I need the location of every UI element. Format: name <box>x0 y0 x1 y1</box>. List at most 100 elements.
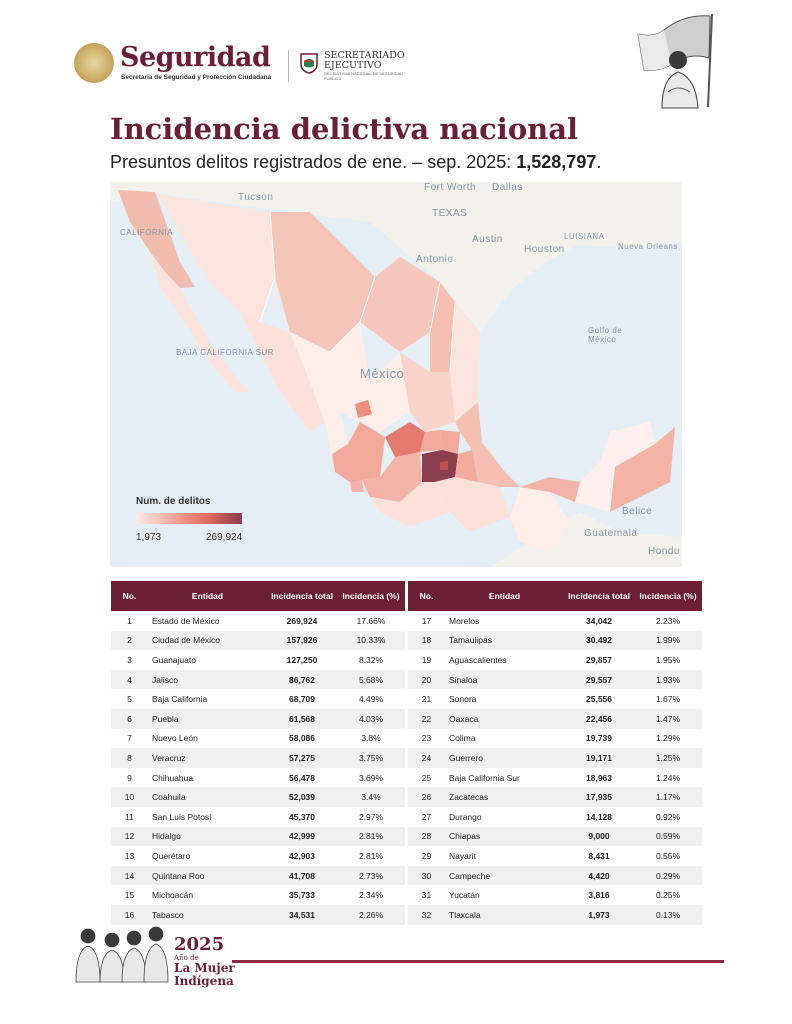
row-total: 45,370 <box>289 811 315 822</box>
row-total: 14,128 <box>586 811 612 822</box>
agency-name: SECRETARIADO EJECUTIVO <box>324 51 405 71</box>
row-number: 18 <box>408 630 445 651</box>
year-dedication: 2025 Año de La Mujer Indígena <box>174 936 235 988</box>
state-ciudad-de-mexico <box>440 461 448 470</box>
table-row: 21 Sonora 25,556 1.67% <box>408 689 702 709</box>
row-entity: San Luis Potosí <box>152 811 212 822</box>
state-tabasco <box>520 477 580 502</box>
row-total: 58,086 <box>289 733 315 744</box>
row-total: 29,557 <box>564 669 634 690</box>
row-number: 8 <box>111 748 148 768</box>
state-baja-california-sur <box>150 252 250 392</box>
row-percentage: 3.8% <box>361 733 381 744</box>
row-entity: Baja California Sur <box>449 772 520 783</box>
row-entity: Guanajuato <box>152 654 196 665</box>
map-label-15: Hondu <box>648 546 680 557</box>
table-row: 15 Michoacán 35,733 2.34% <box>111 885 405 905</box>
row-total: 34,531 <box>267 904 337 925</box>
map-label-10: BAJA CALIFORNIA SUR <box>176 348 274 357</box>
state-nuevo-leon <box>430 282 455 372</box>
table-row: 5 Baja California 68,709 4.49% <box>111 689 405 709</box>
row-percentage: 3.69% <box>358 772 384 783</box>
row-number: 26 <box>408 787 445 807</box>
central-america-landmass <box>490 512 682 567</box>
legend-title: Num. de delitos <box>136 496 211 507</box>
agency-line2: EJECUTIVO <box>324 60 382 71</box>
legend-min-value: 1,973 <box>136 532 162 543</box>
state-nayarit <box>325 412 348 454</box>
brand-title: Seguridad <box>120 42 271 73</box>
table-row: 28 Chiapas 9,000 0.59% <box>408 826 702 847</box>
table-row: 9 Chihuahua 56,478 3.69% <box>111 768 405 788</box>
state-chiapas <box>510 487 570 552</box>
choropleth-map[interactable]: Tucson Fort Worth Dallas TEXAS Austin Ho… <box>110 182 682 567</box>
row-entity: Chiapas <box>445 826 564 847</box>
row-entity: Hidalgo <box>148 826 267 847</box>
row-total: 17,935 <box>564 787 634 807</box>
table-row: 19 Aguascalientes 29,857 1.95% <box>408 650 702 670</box>
woman-with-flag-illustration <box>637 13 713 109</box>
row-number: 31 <box>421 890 432 901</box>
map-label-4: Austin <box>472 234 503 245</box>
state-queretaro <box>420 430 442 452</box>
map-label-5: Houston <box>524 244 565 255</box>
row-total: 42,999 <box>267 826 337 847</box>
row-percentage: 0.29% <box>634 865 702 886</box>
row-number: 27 <box>421 811 432 822</box>
header-total: Incidencia total <box>564 581 634 611</box>
table-row: 20 Sinaloa 29,557 1.93% <box>408 669 702 690</box>
row-entity: Durango <box>449 811 482 822</box>
row-total: 157,926 <box>267 630 337 651</box>
table-row: 3 Guanajuato 127,250 8.32% <box>111 650 405 670</box>
row-percentage: 2.97% <box>358 811 384 822</box>
row-number: 4 <box>111 669 148 690</box>
row-number: 23 <box>421 733 432 744</box>
row-entity: Campeche <box>445 865 564 886</box>
row-percentage: 1.93% <box>634 669 702 690</box>
brand-subtitle: Secretaría de Seguridad y Protección Ciu… <box>121 74 272 81</box>
row-number: 15 <box>124 890 135 901</box>
agency-small-text: DEL SISTEMA NACIONAL DE SEGURIDAD PÚBLIC… <box>324 71 404 81</box>
state-san-luis-potosi <box>400 352 455 432</box>
row-total: 18,963 <box>586 772 612 783</box>
row-percentage: 2.23% <box>655 615 681 626</box>
row-percentage: 0.59% <box>634 826 702 847</box>
map-label-11: Golfo de México <box>588 326 623 344</box>
subtitle-text: Presuntos delitos registrados de ene. – … <box>110 152 517 172</box>
state-tamaulipas <box>450 302 480 422</box>
legend-gradient-bar <box>136 513 242 524</box>
row-percentage: 2.73% <box>337 865 405 886</box>
table-header-row: No. Entidad Incidencia total Incidencia … <box>111 581 405 611</box>
row-number: 19 <box>421 654 432 665</box>
map-label-6: LUISIANA <box>564 232 605 241</box>
table-row: 2 Ciudad de México 157,926 10.33% <box>111 630 405 651</box>
state-guerrero <box>370 482 450 527</box>
row-number: 16 <box>111 904 148 925</box>
row-entity: Puebla <box>148 708 267 729</box>
page-subtitle: Presuntos delitos registrados de ene. – … <box>110 152 601 173</box>
row-entity: Baja California <box>152 694 208 705</box>
row-number: 13 <box>124 850 135 861</box>
row-total: 41,708 <box>267 865 337 886</box>
national-seal-logo <box>74 43 114 83</box>
row-total: 22,456 <box>564 708 634 729</box>
row-percentage: 1.29% <box>655 733 681 744</box>
row-entity: Estado de México <box>152 615 220 626</box>
row-percentage: 1.24% <box>655 772 681 783</box>
header-entity: Entidad <box>148 581 267 611</box>
header-pct: Incidencia (%) <box>634 581 702 611</box>
row-total: 4,420 <box>564 865 634 886</box>
table-row: 13 Querétaro 42,903 2.81% <box>111 846 405 866</box>
row-number: 24 <box>408 748 445 768</box>
subtitle-period: . <box>596 152 602 172</box>
incidence-table-right: No. Entidad Incidencia total Incidencia … <box>408 581 702 925</box>
footer-line2: Año de <box>174 954 199 962</box>
row-total: 42,903 <box>289 850 315 861</box>
state-baja-california <box>118 190 195 288</box>
row-number: 1 <box>127 615 132 626</box>
row-entity: Tlaxcala <box>445 904 564 925</box>
table-row: 24 Guerrero 19,171 1.25% <box>408 748 702 768</box>
row-entity: Oaxaca <box>445 708 564 729</box>
row-percentage: 10.33% <box>337 630 405 651</box>
row-entity: Guerrero <box>445 748 564 768</box>
